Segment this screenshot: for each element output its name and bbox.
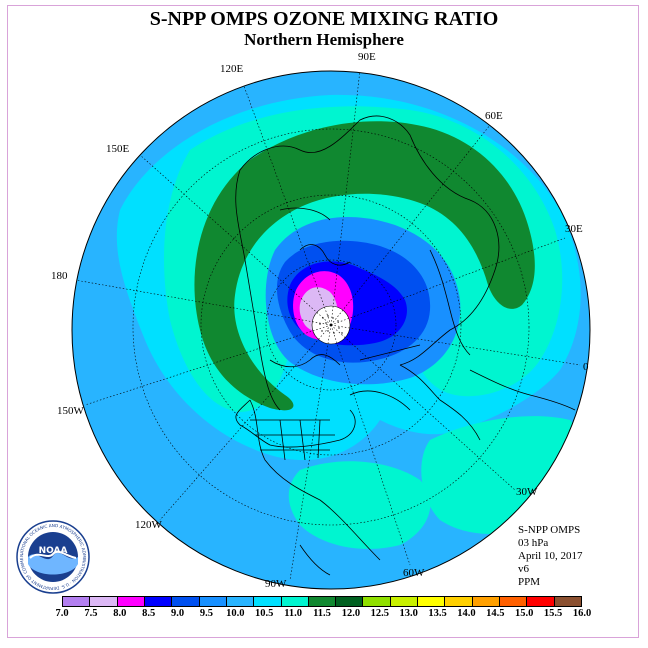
legend-tick-label: 9.5 [199, 608, 213, 619]
legend-swatch [144, 597, 173, 606]
legend-swatch [90, 597, 118, 606]
legend-swatch [226, 597, 255, 606]
lon-label-150e: 150E [106, 143, 130, 155]
field-11-0-south [288, 461, 431, 549]
info-version: v6 [518, 563, 529, 575]
globe-outline [71, 70, 591, 590]
lon-label-180: 180 [51, 270, 68, 282]
lon-label-0: 0 [583, 361, 589, 373]
legend-swatch [63, 597, 91, 606]
graticule [74, 71, 581, 581]
noaa-logo-text: NOAA [39, 546, 68, 556]
legend-tick-label: 13.5 [428, 608, 447, 619]
legend-swatch [363, 597, 391, 606]
legend-tick-label: 10.5 [255, 608, 274, 619]
field-11-5 [194, 121, 535, 411]
legend-tick-label: 11.5 [313, 608, 331, 619]
legend-swatch [172, 597, 200, 606]
lon-label-30w: 30W [516, 486, 538, 498]
map-title: S-NPP OMPS OZONE MIXING RATIO [149, 8, 499, 30]
legend-tick-label: 15.5 [543, 608, 563, 619]
legend-tick-label: 8.0 [113, 608, 127, 619]
legend-swatch [390, 597, 419, 606]
color-scale-bar [62, 596, 582, 607]
lon-label-90e: 90E [358, 51, 376, 63]
legend-swatch [199, 597, 227, 606]
lon-label-150w: 150W [57, 405, 84, 417]
legend-tick-label: 12.5 [370, 608, 389, 619]
color-scale-ticks: 7.0 7.5 8.0 8.5 9.0 9.5 10.0 10.5 11.0 11.5 12.0 12… [55, 608, 591, 622]
legend-swatch [254, 597, 282, 606]
legend-swatch [308, 597, 337, 606]
legend-tick-label: 7.0 [55, 608, 69, 619]
info-instrument: S-NPP OMPS [518, 524, 581, 536]
plot-frame [7, 5, 639, 638]
legend-swatch [445, 597, 473, 606]
map-subtitle: Northern Hemisphere [244, 30, 404, 49]
legend-swatch [472, 597, 500, 606]
field-11-0-southeast [421, 416, 581, 534]
legend-tick-label: 12.0 [341, 608, 361, 619]
legend-tick-label: 14.5 [486, 608, 505, 619]
legend-swatch [281, 597, 309, 606]
lon-label-90w: 90W [265, 578, 287, 590]
lon-label-60e: 60E [485, 110, 503, 122]
info-units: PPM [518, 576, 541, 588]
legend-tick-label: 13.0 [399, 608, 418, 619]
coastlines [235, 115, 576, 576]
lon-label-60w: 60W [403, 567, 425, 579]
noaa-logo: NATIONAL OCEANIC AND ATMOSPHERIC ADMINIS… [16, 520, 90, 594]
info-level: 03 hPa [518, 537, 549, 549]
lon-label-120w: 120W [135, 519, 162, 531]
legend-tick-label: 15.0 [515, 608, 534, 619]
legend-swatch [336, 597, 364, 606]
legend-tick-label: 8.5 [142, 608, 156, 619]
lon-label-30e: 30E [565, 223, 583, 235]
legend-swatch [500, 597, 528, 606]
legend-tick-label: 10.0 [226, 608, 245, 619]
legend-tick-label: 9.0 [170, 608, 185, 619]
legend-swatch [527, 597, 555, 606]
info-date: April 10, 2017 [518, 550, 583, 562]
legend-swatch [117, 597, 145, 606]
legend-swatch [418, 597, 446, 606]
lon-label-120e: 120E [220, 63, 244, 75]
legend-tick-label: 14.0 [457, 608, 476, 619]
legend-swatch [554, 597, 581, 606]
legend-tick-label: 16.0 [572, 608, 592, 619]
product-info: S-NPP OMPS 03 hPa April 10, 2017 v6 PPM [518, 524, 582, 589]
legend-tick-label: 11.0 [284, 608, 303, 619]
legend-tick-label: 7.5 [84, 608, 98, 619]
